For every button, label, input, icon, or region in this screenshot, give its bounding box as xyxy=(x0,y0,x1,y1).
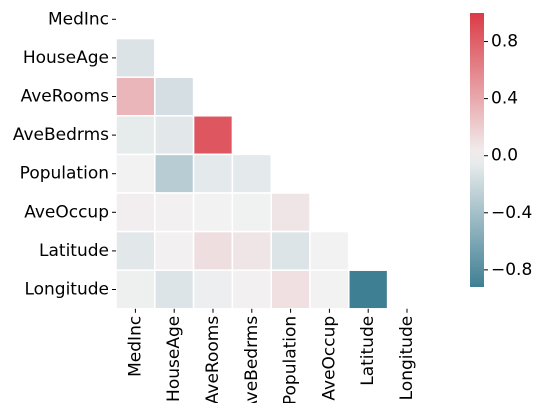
colorbar-tick-label: 0.8 xyxy=(491,32,518,52)
row-tick-label: AveOccup xyxy=(24,202,109,222)
row-tick-label: MedInc xyxy=(48,9,109,29)
heatmap-cell-aveoccup-avebedrms xyxy=(231,192,272,233)
heatmap-cells xyxy=(115,37,389,310)
column-tick-label: AveRooms xyxy=(203,316,223,403)
heatmap-cell-longitude-houseage xyxy=(154,269,195,310)
column-tick-label: AveBedrms xyxy=(242,316,262,403)
column-tick-label: AveOccup xyxy=(319,316,339,401)
heatmap-cell-population-houseage xyxy=(154,153,195,194)
heatmap-cell-latitude-medinc xyxy=(115,230,156,271)
heatmap-cell-averooms-houseage xyxy=(154,76,195,117)
colorbar: 0.8 0.4 0.0 −0.4 −0.8 xyxy=(470,13,532,287)
heatmap-cell-population-averooms xyxy=(192,153,234,194)
heatmap-cell-longitude-aveoccup xyxy=(309,269,350,310)
heatmap-cell-houseage-medinc xyxy=(115,37,156,78)
heatmap-cell-averooms-medinc xyxy=(115,76,156,117)
heatmap-cell-avebedrms-houseage xyxy=(154,115,195,156)
colorbar-tick-label: −0.4 xyxy=(491,203,532,223)
heatmap-cell-longitude-population xyxy=(270,269,311,310)
heatmap-cell-longitude-latitude xyxy=(348,269,389,310)
row-tick-label: AveRooms xyxy=(21,87,110,107)
heatmap-cell-population-medinc xyxy=(115,153,156,194)
column-tick-label: Population xyxy=(281,316,301,403)
heatmap-cell-aveoccup-population xyxy=(270,192,311,233)
heatmap-cell-avebedrms-averooms xyxy=(192,115,234,156)
colorbar-tick-label: 0.4 xyxy=(491,89,518,109)
column-tick-label: HouseAge xyxy=(164,316,184,402)
heatmap-cell-latitude-population xyxy=(270,230,311,271)
column-tick-label: Latitude xyxy=(358,316,378,386)
colorbar-tick-label: −0.8 xyxy=(491,260,532,280)
row-tick-label: AveBedrms xyxy=(13,125,109,145)
heatmap-cell-aveoccup-houseage xyxy=(154,192,195,233)
heatmap-cell-latitude-averooms xyxy=(192,230,234,271)
heatmap-cell-longitude-avebedrms xyxy=(231,269,272,310)
row-tick-label: Latitude xyxy=(39,241,109,261)
column-tick-label: MedInc xyxy=(125,316,145,377)
heatmap-cell-latitude-houseage xyxy=(154,230,195,271)
heatmap-cell-longitude-averooms xyxy=(192,269,234,310)
row-tick-labels: MedInc HouseAge AveRooms AveBedrms Populatio… xyxy=(13,9,116,300)
row-tick-label: HouseAge xyxy=(23,48,109,68)
heatmap-cell-longitude-medinc xyxy=(115,269,156,310)
heatmap-cell-avebedrms-medinc xyxy=(115,115,156,156)
column-tick-labels: MedInc HouseAge AveRooms AveBedrms Populatio… xyxy=(125,308,417,403)
row-tick-label: Population xyxy=(20,164,109,184)
heatmap-cell-aveoccup-medinc xyxy=(115,192,156,233)
heatmap-cell-latitude-avebedrms xyxy=(231,230,272,271)
heatmap-cell-latitude-aveoccup xyxy=(309,230,350,271)
column-tick-label: Longitude xyxy=(397,316,417,401)
heatmap-cell-aveoccup-averooms xyxy=(192,192,234,233)
row-tick-label: Longitude xyxy=(24,280,109,300)
heatmap-cell-population-avebedrms xyxy=(231,153,272,194)
colorbar-tick-label: 0.0 xyxy=(491,146,518,166)
colorbar-bar xyxy=(470,13,484,287)
